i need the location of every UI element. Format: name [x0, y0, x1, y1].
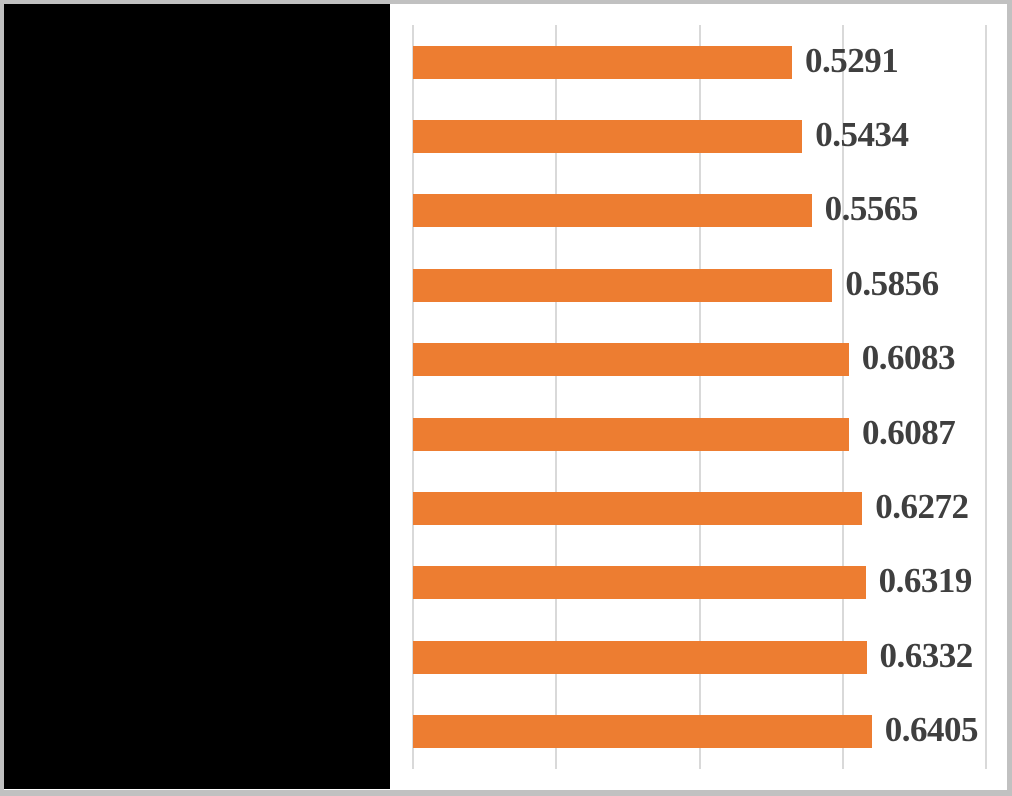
- bar: [413, 343, 849, 377]
- bar-row: 0.6319: [413, 546, 986, 620]
- bar-data-label: 0.6083: [861, 338, 956, 378]
- bar-data-label: 0.5434: [815, 115, 909, 155]
- bar: [413, 45, 792, 79]
- bar: [413, 715, 872, 749]
- bar-row: 0.6405: [413, 695, 986, 769]
- bar: [413, 194, 812, 228]
- gridline-x-0.8: [985, 25, 987, 769]
- bar-row: 0.6083: [413, 323, 986, 397]
- bar: [413, 417, 849, 451]
- gridline-x-0.6: [841, 25, 844, 769]
- bar-chart: 0.5291 0.5434 0.5565 0.5856 0.6083 0.6087 0.62…: [390, 4, 1007, 790]
- bar-row: 0.6272: [413, 471, 986, 545]
- bar-data-label: 0.6405: [884, 710, 979, 750]
- bar: [413, 566, 866, 600]
- bar-data-label: 0.6087: [861, 412, 956, 452]
- gridline-x-0: [412, 25, 414, 769]
- bar-rows: 0.5291 0.5434 0.5565 0.5856 0.6083 0.6087 0.62…: [413, 25, 986, 769]
- bar-row: 0.5856: [413, 248, 986, 322]
- gridline-x-0.4: [698, 25, 701, 769]
- bar-row: 0.6087: [413, 397, 986, 471]
- bar-row: 0.6332: [413, 620, 986, 694]
- bar-data-label: 0.5291: [804, 40, 899, 80]
- bar-row: 0.5291: [413, 25, 986, 99]
- gridline-x-0.2: [555, 25, 558, 769]
- bar: [413, 492, 863, 526]
- bar-data-label: 0.6319: [878, 561, 973, 601]
- bar-data-label: 0.5565: [824, 189, 919, 229]
- bar-row: 0.5565: [413, 174, 986, 248]
- bar-data-label: 0.5856: [845, 263, 939, 303]
- bar: [413, 120, 803, 154]
- plot-area: 0.5291 0.5434 0.5565 0.5856 0.6083 0.6087 0.62…: [412, 25, 987, 769]
- bar: [413, 640, 867, 674]
- bar-data-label: 0.6332: [879, 635, 974, 675]
- bar: [413, 268, 833, 302]
- bar-row: 0.5434: [413, 99, 986, 173]
- bar-data-label: 0.6272: [875, 487, 969, 527]
- redaction-black-panel: [4, 4, 390, 789]
